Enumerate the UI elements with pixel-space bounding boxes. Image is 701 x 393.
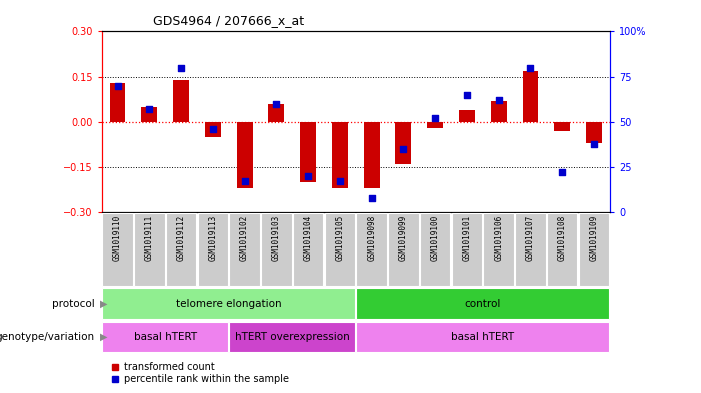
Text: basal hTERT: basal hTERT [134,332,197,342]
Bar [325,213,355,286]
Text: GSM1019104: GSM1019104 [304,215,313,261]
Text: hTERT overexpression: hTERT overexpression [235,332,350,342]
Point [303,173,314,179]
Text: telomere elongation: telomere elongation [176,299,282,309]
Text: GSM1019111: GSM1019111 [145,215,154,261]
Bar [356,288,609,319]
Bar [515,213,545,286]
Bar [229,321,355,353]
Bar [522,71,538,122]
Bar [395,122,411,164]
Text: ▶: ▶ [100,299,107,309]
Text: GSM1019101: GSM1019101 [463,215,472,261]
Text: GSM1019098: GSM1019098 [367,215,376,261]
Text: ▶: ▶ [100,332,107,342]
Bar [205,122,221,137]
Point [175,64,186,71]
Text: GSM1019102: GSM1019102 [240,215,249,261]
Bar [547,213,578,286]
Bar [427,122,443,128]
Bar [173,80,189,122]
Bar [261,213,292,286]
Bar [109,83,125,122]
Bar [332,122,348,188]
Text: GSM1019113: GSM1019113 [208,215,217,261]
Bar [484,213,514,286]
Legend: transformed count, percentile rank within the sample: transformed count, percentile rank withi… [107,358,293,388]
Bar [102,288,355,319]
Point [557,169,568,176]
Bar [356,213,387,286]
Text: GSM1019100: GSM1019100 [430,215,440,261]
Bar [579,213,609,286]
Text: protocol: protocol [52,299,95,309]
Point [525,64,536,71]
Bar [142,107,157,122]
Bar [102,213,132,286]
Point [397,146,409,152]
Text: GSM1019105: GSM1019105 [335,215,344,261]
Point [430,115,441,121]
Bar [364,122,379,188]
Text: GSM1019109: GSM1019109 [590,215,599,261]
Text: GSM1019099: GSM1019099 [399,215,408,261]
Text: GSM1019107: GSM1019107 [526,215,535,261]
Point [493,97,504,103]
Bar [586,122,602,143]
Bar [554,122,570,131]
Point [144,106,155,112]
Bar [166,213,196,286]
Bar [388,213,418,286]
Point [366,195,377,201]
Point [334,178,346,185]
Text: GSM1019108: GSM1019108 [558,215,566,261]
Bar [268,104,285,122]
Point [112,83,123,89]
Bar [198,213,228,286]
Bar [102,321,228,353]
Text: GSM1019103: GSM1019103 [272,215,281,261]
Bar [356,321,609,353]
Text: control: control [465,299,501,309]
Bar [300,122,316,182]
Bar [237,122,252,188]
Point [239,178,250,185]
Text: basal hTERT: basal hTERT [451,332,515,342]
Bar [293,213,323,286]
Bar [451,213,482,286]
Point [207,126,219,132]
Bar [491,101,507,122]
Point [271,101,282,107]
Bar [134,213,165,286]
Text: GSM1019110: GSM1019110 [113,215,122,261]
Text: GSM1019106: GSM1019106 [494,215,503,261]
Bar [420,213,451,286]
Text: genotype/variation: genotype/variation [0,332,95,342]
Text: GSM1019112: GSM1019112 [177,215,186,261]
Point [461,92,472,98]
Bar [459,110,475,122]
Text: GDS4964 / 207666_x_at: GDS4964 / 207666_x_at [153,15,304,28]
Point [588,140,599,147]
Bar [229,213,260,286]
